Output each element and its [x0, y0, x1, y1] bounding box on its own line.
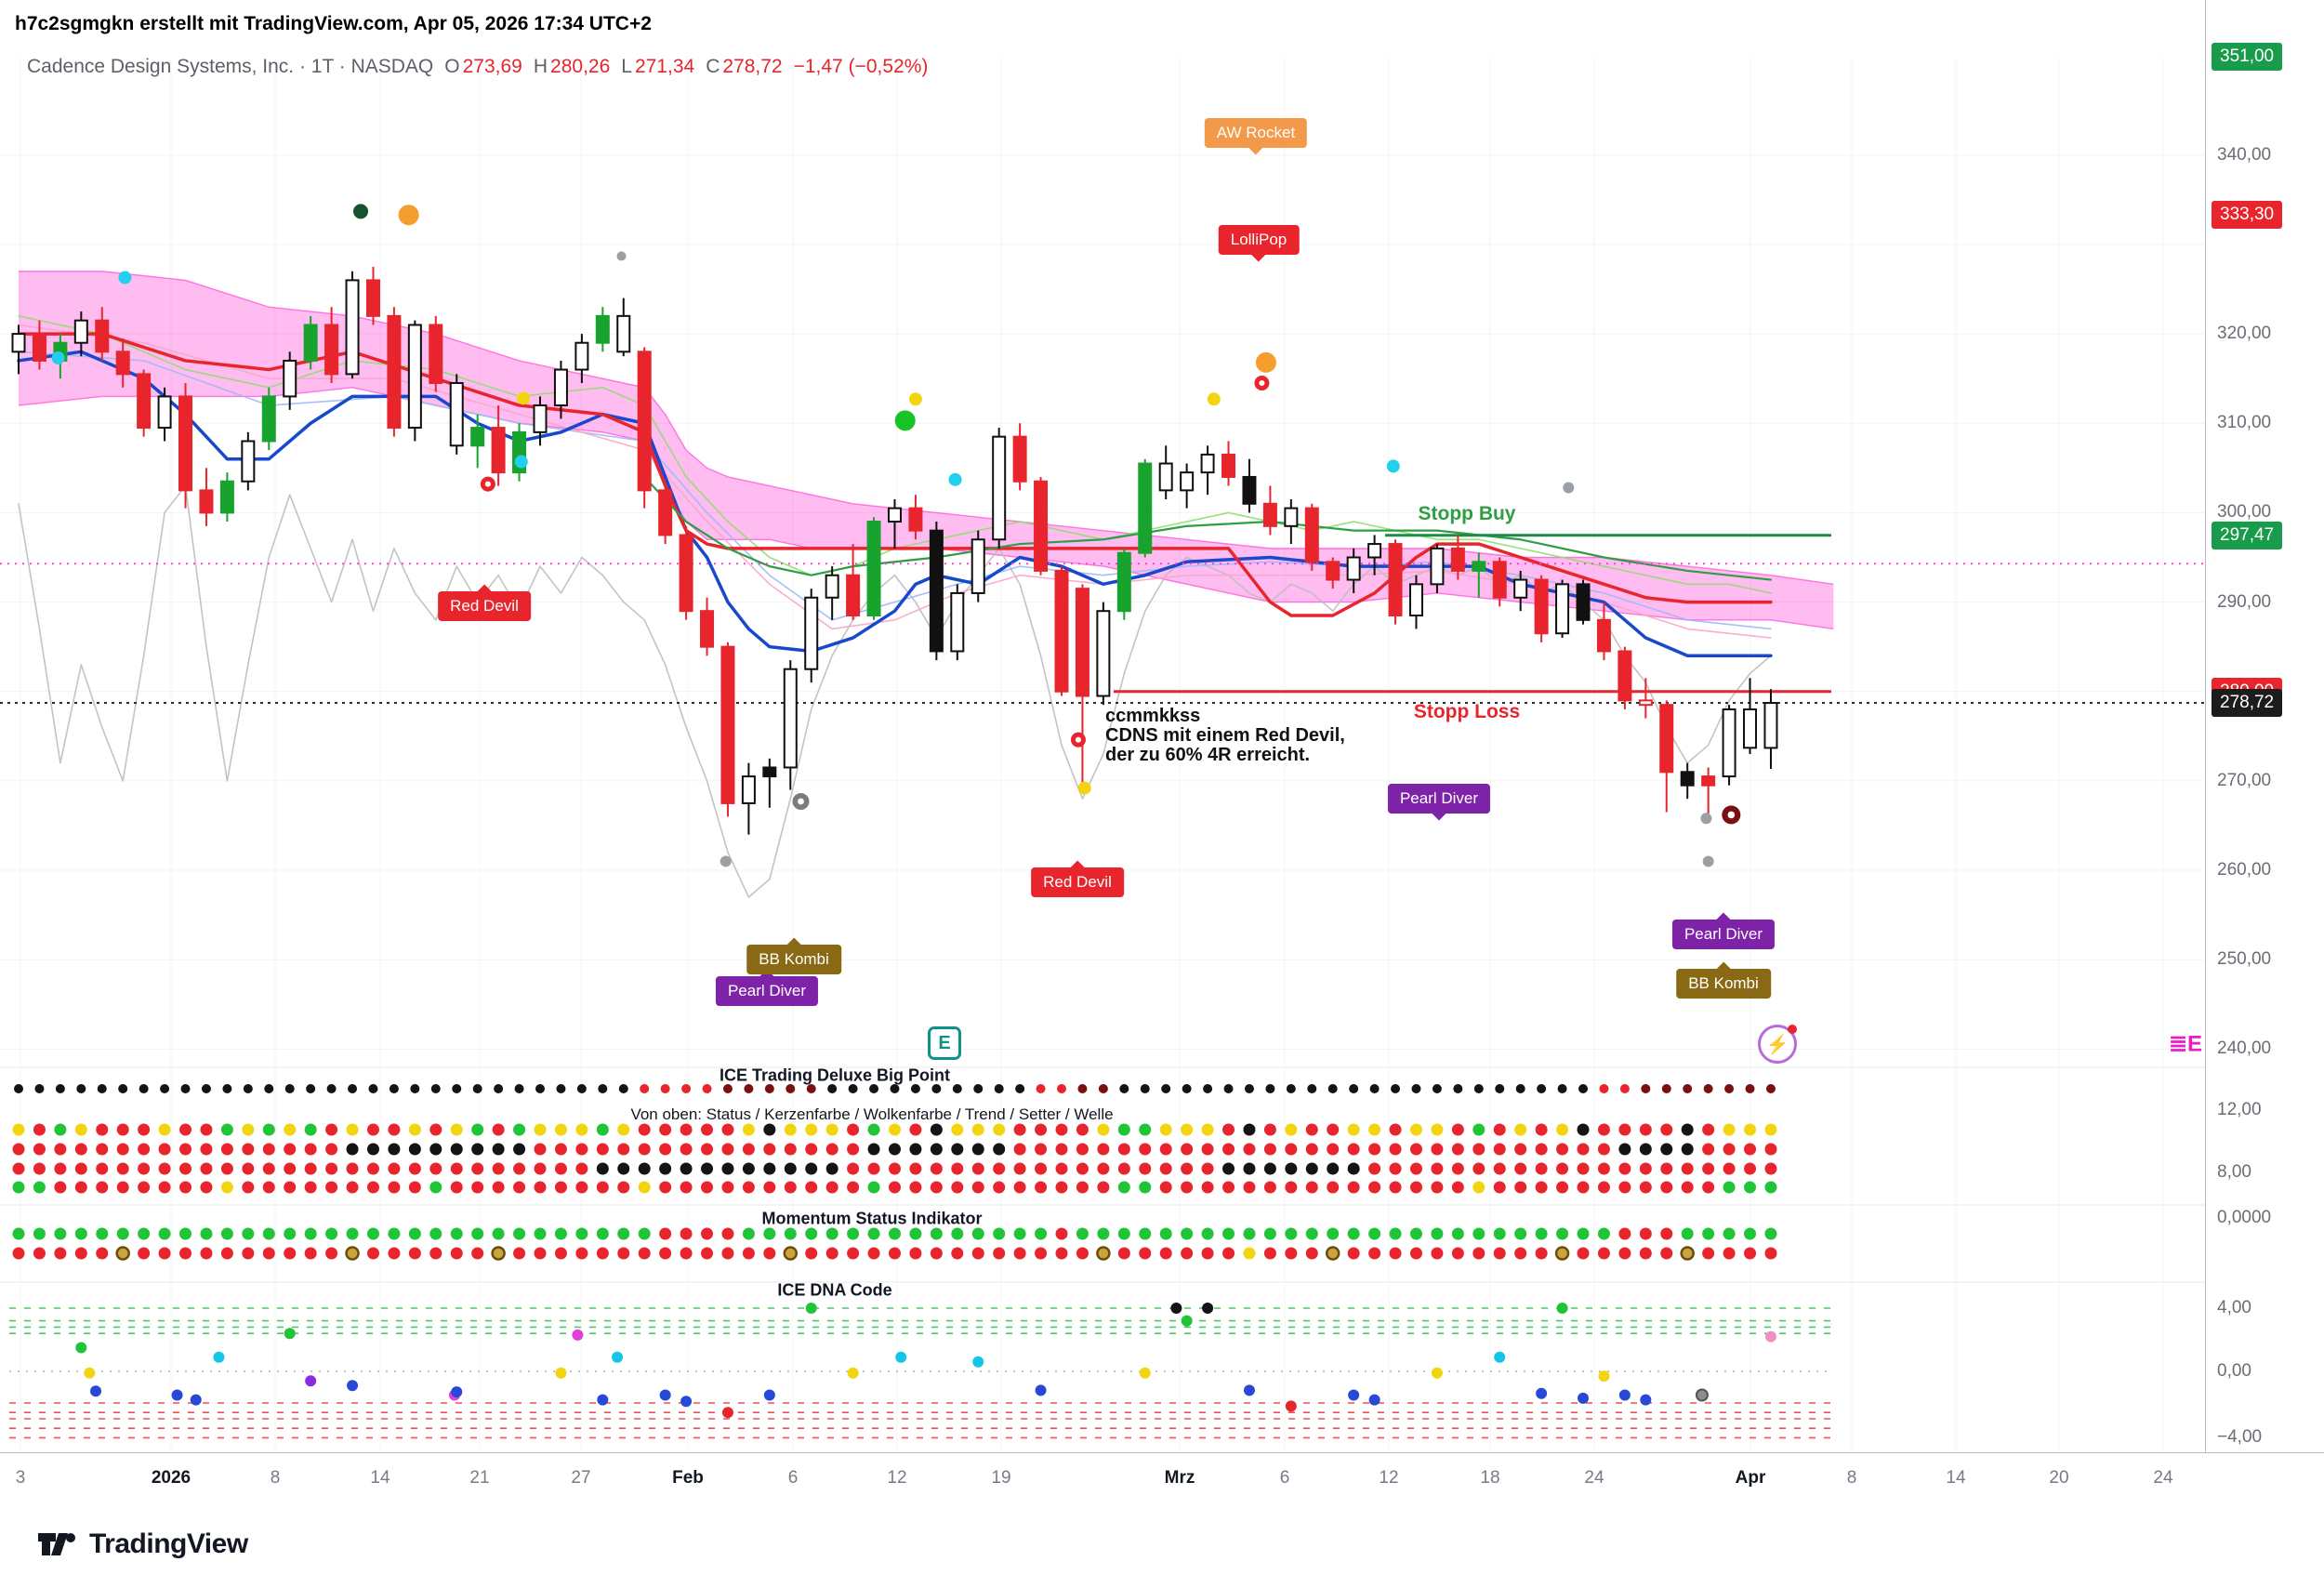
creation-note: h7c2sgmgkn erstellt mit TradingView.com,… [15, 13, 652, 34]
time-axis-label[interactable]: 6 [787, 1468, 799, 1488]
time-axis-label[interactable]: 2026 [151, 1468, 191, 1488]
indicator-axis-label[interactable]: −4,00 [2217, 1427, 2263, 1447]
time-axis-label[interactable]: Apr [1735, 1468, 1766, 1488]
time-axis-label[interactable]: 8 [270, 1468, 281, 1488]
price-axis-label[interactable]: 300,00 [2217, 502, 2272, 523]
ohlc-low-label: L [621, 56, 632, 77]
ohlc-close-value: 278,72 [722, 56, 783, 77]
price-axis-label[interactable]: 340,00 [2217, 144, 2272, 165]
time-axis-label[interactable]: Mrz [1164, 1468, 1195, 1488]
indicator-axis-label[interactable]: 12,00 [2217, 1100, 2262, 1119]
indicator-axis-label[interactable]: 8,00 [2217, 1162, 2251, 1182]
panel-big-point [12, 1084, 1777, 1194]
time-axis-label[interactable]: 3 [15, 1468, 26, 1488]
price-axis-label[interactable]: 320,00 [2217, 324, 2272, 344]
tradingview-logo[interactable]: TradingView [37, 1528, 248, 1560]
time-axis-label[interactable]: 18 [1480, 1468, 1500, 1488]
time-axis-label[interactable]: 14 [1946, 1468, 1966, 1488]
indicator-axis-label[interactable]: 0,0000 [2217, 1208, 2272, 1227]
tradingview-logo-text: TradingView [89, 1528, 248, 1559]
time-axis-label[interactable]: 8 [1846, 1468, 1857, 1488]
time-axis-label[interactable]: 27 [571, 1468, 591, 1488]
markers-layer [51, 204, 1741, 867]
price-axis-label[interactable]: 290,00 [2217, 591, 2272, 612]
price-axis-label[interactable]: 270,00 [2217, 770, 2272, 790]
time-axis-label[interactable]: 14 [370, 1468, 390, 1488]
price-axis-label[interactable]: 250,00 [2217, 949, 2272, 970]
price-change: −1,47 (−0,52%) [793, 56, 929, 77]
ohlc-high-label: H [533, 56, 548, 77]
panel-dna [9, 1303, 1831, 1439]
time-axis[interactable]: 3 2026 8 14 21 27 Feb 6 12 19 Mrz 6 12 18 24 Apr 8 14 20 24 [0, 1452, 2324, 1518]
price-axis[interactable]: 351,00 340,00 333,30 320,00 310,00 300,00 297,… [2205, 0, 2324, 1452]
price-axis-label[interactable]: 260,00 [2217, 860, 2272, 880]
symbol-name[interactable]: Cadence Design Systems, Inc. · 1T · NASD… [27, 56, 434, 77]
time-axis-label[interactable]: 24 [1584, 1468, 1604, 1488]
price-badge[interactable]: 297,47 [2212, 521, 2283, 549]
panel-momentum [12, 1227, 1777, 1261]
price-badge[interactable]: 278,72 [2212, 689, 2283, 718]
cloud-layer [18, 271, 1834, 630]
time-axis-label[interactable]: 12 [887, 1468, 907, 1488]
time-axis-label[interactable]: 21 [469, 1468, 490, 1488]
indicator-axis-label[interactable]: 0,00 [2217, 1361, 2251, 1381]
ma-green [643, 475, 1773, 581]
ohlc-close-label: C [706, 56, 720, 77]
time-axis-label[interactable]: 24 [2153, 1468, 2173, 1488]
price-axis-label[interactable]: 240,00 [2217, 1039, 2272, 1059]
ohlc-high-value: 280,26 [550, 56, 611, 77]
indicator-axis-label[interactable]: 4,00 [2217, 1298, 2251, 1317]
price-badge[interactable]: 351,00 [2212, 43, 2283, 71]
grid-layer [0, 57, 2205, 1452]
time-axis-label[interactable]: 6 [1279, 1468, 1290, 1488]
lines-layer [17, 315, 1773, 898]
time-axis-label[interactable]: 20 [2049, 1468, 2069, 1488]
time-axis-label[interactable]: 19 [991, 1468, 1011, 1488]
time-axis-label[interactable]: 12 [1379, 1468, 1399, 1488]
ohlc-open-value: 273,69 [462, 56, 522, 77]
time-axis-label[interactable]: Feb [672, 1468, 704, 1488]
tradingview-logo-mark [38, 1533, 75, 1555]
price-badge[interactable]: 333,30 [2212, 201, 2283, 230]
ohlc-low-value: 271,34 [634, 56, 695, 77]
ohlc-open-label: O [444, 56, 460, 77]
symbol-info[interactable]: Cadence Design Systems, Inc. · 1T · NASD… [27, 56, 928, 78]
price-axis-label[interactable]: 310,00 [2217, 413, 2272, 433]
candles-layer [11, 266, 1778, 835]
